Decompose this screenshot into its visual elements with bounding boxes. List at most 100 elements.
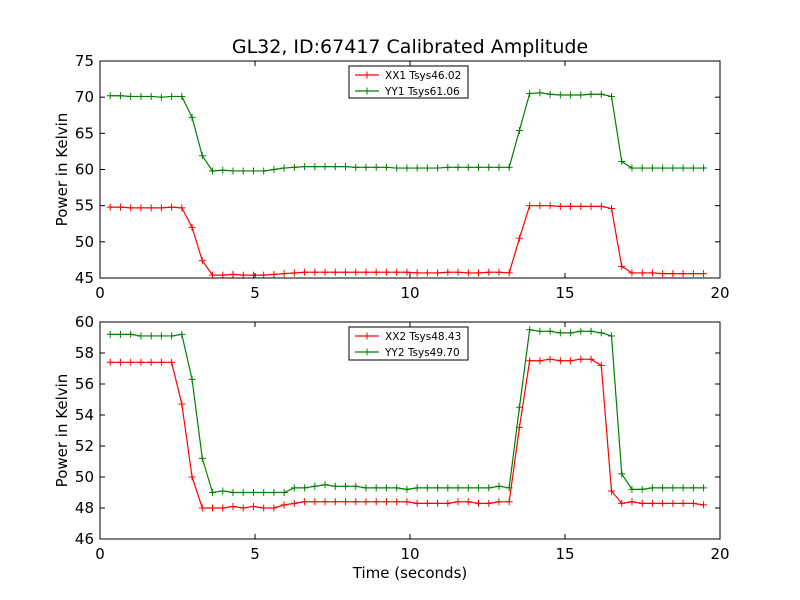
data-point [464,269,472,277]
data-point [260,271,268,279]
y-tick-label: 48 [75,499,94,517]
data-point [577,355,585,363]
legend-label: XX2 Tsys48.43 [385,331,461,343]
data-point [382,268,390,276]
x-tick-label: 0 [95,284,105,302]
data-point [546,355,554,363]
y-tick-label: 55 [75,197,94,215]
data-point [485,163,493,171]
data-point [127,92,135,100]
x-tick-label: 10 [400,545,419,563]
data-point [618,262,626,270]
data-point [321,163,329,171]
data-point [301,268,309,276]
data-point [628,269,636,277]
y-tick-label: 58 [75,344,94,362]
data-point [270,270,278,278]
data-point [137,92,145,100]
data-point [515,126,523,134]
data-point [475,163,483,171]
data-point [526,326,534,334]
data-point [260,489,268,496]
legend-box [348,326,469,361]
data-point [362,484,370,492]
data-point [290,484,298,492]
data-point [628,498,636,506]
data-point [669,484,677,492]
data-point [546,202,554,210]
series-line-1-2 [110,92,704,172]
data-point [331,163,339,171]
data-point [311,498,319,506]
data-point [628,485,636,493]
data-point [352,268,360,276]
x-tick-label: 10 [400,284,419,302]
x-tick-label: 15 [555,545,574,563]
y-tick-label: 46 [75,530,94,548]
legend-box [348,65,469,99]
data-point [116,92,124,100]
data-point [239,489,247,496]
y-tick-label: 52 [75,437,94,455]
data-point [423,164,431,172]
data-point [648,269,656,277]
data-point [587,355,595,363]
data-point [229,270,237,278]
data-point [597,202,605,210]
data-point [526,357,534,365]
data-point [638,485,646,493]
data-point [127,358,135,366]
data-point [321,498,329,506]
data-point [659,499,667,507]
data-point [587,202,595,210]
data-point [331,482,339,490]
data-point [485,268,493,276]
data-point [556,202,564,210]
data-point [700,164,708,172]
data-point [106,358,114,366]
data-point [444,163,452,171]
data-point [188,375,196,383]
data-point [157,93,165,101]
data-point [464,484,472,492]
data-point [700,501,708,509]
data-point [505,484,513,492]
data-point [209,167,217,175]
data-point [679,484,687,492]
data-point [505,163,513,171]
data-point [157,204,165,212]
y-tick-label: 60 [75,313,94,331]
data-point [536,327,544,335]
data-point [321,481,329,489]
data-point [648,484,656,492]
legend-marker [363,348,371,356]
data-point [536,89,544,97]
data-point [382,498,390,506]
data-point [116,358,124,366]
data-point [352,498,360,506]
chart-panel-1: 0 5 10 15 20 45 50 55 60 65 70 75 Power in Kelvin XX1… [53,52,730,302]
data-point [239,271,247,279]
y-axis-label: Power in Kelvin [53,113,71,227]
data-point [168,332,176,340]
data-point [219,271,227,279]
data-point [198,257,206,265]
data-point [515,403,523,411]
data-point [618,470,626,478]
data-point [567,202,575,210]
data-point [413,164,421,172]
data-point [567,357,575,365]
data-point [209,271,217,279]
data-point [280,164,288,172]
data-point [311,268,319,276]
data-point [198,504,206,512]
data-point [423,499,431,507]
data-point [567,329,575,337]
data-point [393,164,401,172]
legend: XX2 Tsys48.43 YY2 Tsys49.70 [348,326,469,361]
data-point [188,223,196,231]
data-point [700,484,708,492]
data-point [536,357,544,365]
x-tick-label: 0 [95,545,105,563]
y-tick-label: 65 [75,124,94,142]
